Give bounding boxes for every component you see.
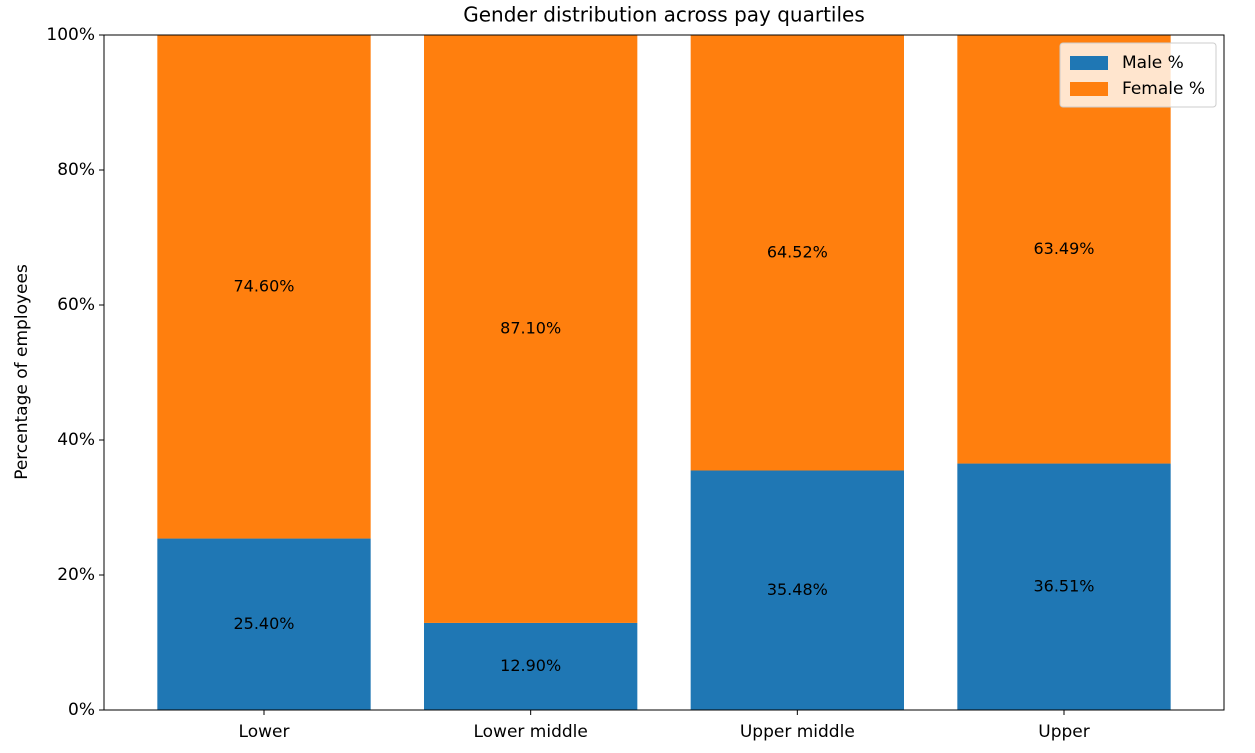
x-tick-label: Upper middle — [740, 722, 855, 742]
y-tick-label: 80% — [57, 160, 95, 180]
x-tick-label: Lower — [239, 722, 290, 742]
data-label: 12.90% — [500, 656, 561, 675]
x-tick-label: Lower middle — [473, 722, 587, 742]
y-axis-label: Percentage of employees — [12, 264, 32, 480]
data-label: 87.10% — [500, 318, 561, 337]
data-label: 35.48% — [767, 580, 828, 599]
plot-frame — [103, 34, 1225, 711]
legend-label: Male % — [1122, 53, 1184, 73]
bar-segment — [157, 538, 371, 710]
bar-segment — [690, 470, 904, 710]
bar-segment — [424, 622, 638, 710]
bar-segment — [957, 463, 1171, 710]
y-tick-label: 0% — [68, 700, 95, 720]
data-label: 25.40% — [233, 614, 294, 633]
legend-swatch — [1070, 56, 1108, 70]
data-label: 74.60% — [233, 276, 294, 295]
data-label: 64.52% — [767, 242, 828, 261]
y-tick-label: 40% — [57, 430, 95, 450]
y-tick-label: 100% — [46, 25, 95, 45]
bar-segment — [157, 35, 371, 539]
legend-label: Female % — [1122, 79, 1205, 99]
chart-title: Gender distribution across pay quartiles — [463, 3, 865, 27]
bar-segment — [690, 35, 904, 471]
x-tick-label: Upper — [1038, 722, 1089, 742]
data-label: 36.51% — [1033, 576, 1094, 595]
bar-segment — [424, 35, 638, 623]
legend-swatch — [1070, 82, 1108, 96]
data-label: 63.49% — [1033, 239, 1094, 258]
y-tick-label: 20% — [57, 565, 95, 585]
y-tick-label: 60% — [57, 295, 95, 315]
